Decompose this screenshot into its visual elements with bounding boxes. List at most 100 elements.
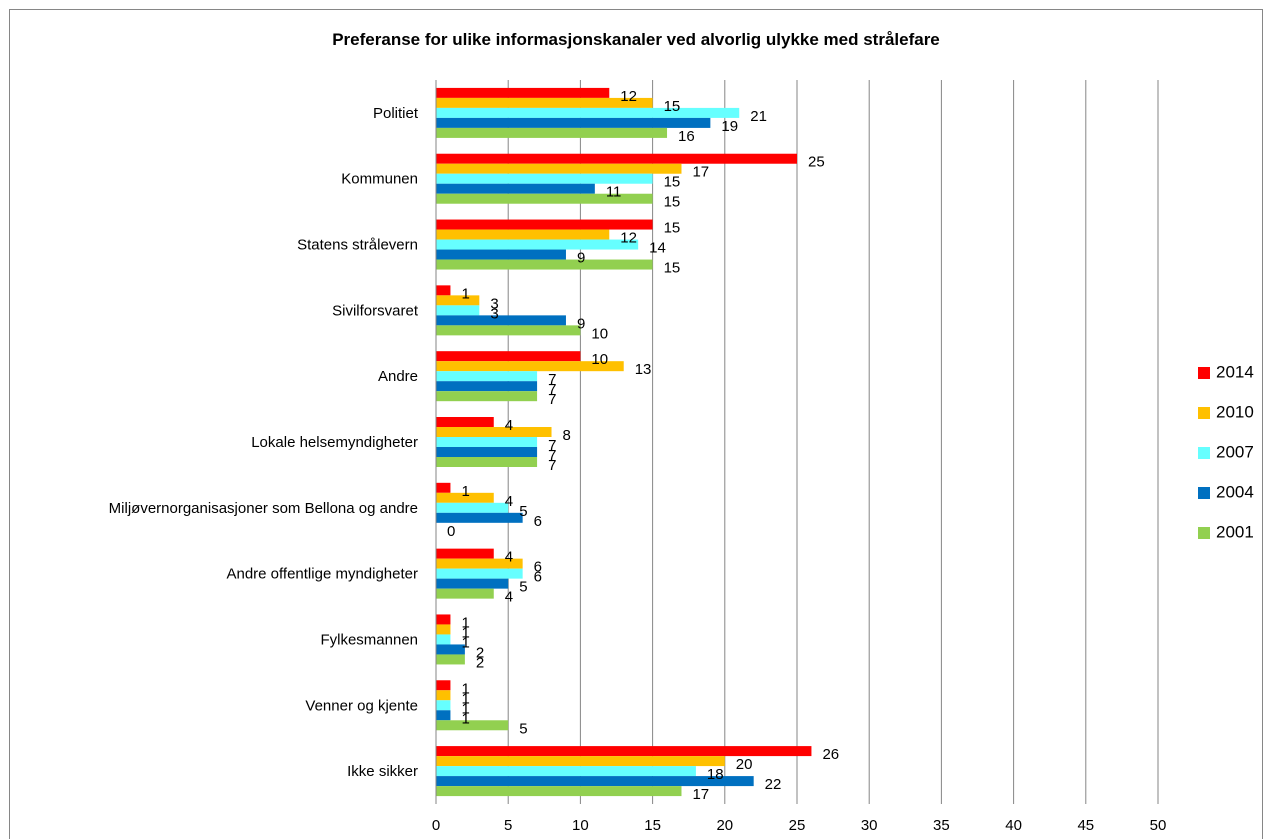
data-label: 1 [461,285,469,302]
x-tick-label: 20 [716,817,733,834]
bar-2001 [436,391,538,402]
data-label: 10 [591,325,608,342]
legend-label: 2014 [1216,362,1254,382]
legend-item-2001: 2001 [1198,522,1254,542]
legend-swatch [1198,526,1210,539]
legend-item-2014: 2014 [1198,362,1254,382]
data-label: 2 [476,644,484,661]
bar-2014 [436,746,812,757]
data-label: 1 [461,634,469,651]
data-label: 18 [707,766,724,783]
data-label: 15 [664,98,681,115]
bar-2004 [436,249,566,260]
data-label: 3 [490,305,498,322]
bar-2010 [436,361,624,372]
legend-label: 2010 [1216,402,1254,422]
gridlines [507,80,1159,804]
bar-2004 [436,710,451,721]
x-tick-label: 50 [1150,817,1167,834]
bar-2014 [436,351,581,362]
data-label: 15 [664,194,681,211]
category-label: Miljøvernorganisasjoner som Bellona og a… [109,500,418,517]
category-label: Andre [378,368,418,385]
category-label: Statens strålevern [297,237,418,254]
legend-swatch [1198,486,1210,499]
data-label: 1 [461,710,469,727]
bar-2001 [436,193,653,204]
x-tick-label: 10 [572,817,589,834]
legend-label: 2007 [1216,442,1254,462]
bar-2007 [436,766,696,777]
bar-2010 [436,163,682,174]
bar-2010 [436,427,552,437]
bar-2014 [436,153,797,164]
category-label: Ikke sikker [347,763,418,780]
data-label: 4 [505,589,513,606]
data-label: 1 [461,614,469,631]
x-tick-label: 25 [789,817,806,834]
data-label: 1 [461,680,469,697]
bar-2007 [436,634,451,645]
data-label: 16 [678,128,695,145]
bar-2007 [436,239,639,250]
category-label: Kommunen [341,171,418,188]
bar-2010 [436,624,451,635]
data-label: 17 [692,164,709,181]
data-label: 22 [765,776,782,793]
bar-2014 [436,87,610,98]
data-label: 15 [664,260,681,277]
bar-2001 [436,786,682,797]
legend-label: 2004 [1216,482,1254,502]
data-label: 20 [736,756,753,773]
x-tick-label: 15 [644,817,661,834]
data-label: 1 [461,483,469,500]
bar-2004 [436,512,523,523]
chart-title: Preferanse for ulike informasjonskanaler… [332,30,940,49]
bar-2004 [436,381,538,392]
category-label: Fylkesmannen [320,631,418,648]
bar-2001 [436,259,653,270]
chart-area [9,9,1263,839]
x-tick-label: 0 [432,817,440,834]
bar-2014 [436,680,451,691]
data-label: 1 [461,690,469,707]
bar-2007 [436,107,740,118]
data-label: 6 [534,513,542,530]
data-label: 13 [635,361,652,378]
x-tick-labels: 0 5 10 15 20 25 30 35 40 45 50 [432,817,1167,834]
bar-2010 [436,295,480,306]
legend-swatch [1198,446,1210,459]
bar-2010 [436,97,653,108]
bar-2007 [436,371,538,382]
bars [436,87,812,797]
bar-2004 [436,644,465,655]
bar-2001 [436,588,494,599]
data-label: 8 [563,427,571,444]
data-label: 6 [534,569,542,586]
data-label: 26 [822,746,839,763]
bar-2010 [436,558,523,569]
bar-2010 [436,229,610,240]
data-labels: 1215211916251715111515121491513391010137… [447,88,839,803]
bar-2004 [436,315,566,326]
data-label: 21 [750,108,767,125]
data-label: 9 [577,250,585,267]
data-label: 5 [519,579,527,596]
bar-2004 [436,117,711,128]
data-label: 5 [519,720,527,737]
bar-2004 [436,776,754,787]
legend-item-2010: 2010 [1198,402,1254,422]
bar-2014 [436,548,494,559]
category-label: Sivilforsvaret [332,302,419,319]
bar-2014 [436,285,451,296]
data-label: 4 [505,493,513,510]
x-tick-label: 40 [1005,817,1022,834]
data-label: 15 [664,174,681,191]
data-label: 2 [476,654,484,671]
data-label: 11 [606,184,622,201]
bar-2004 [436,447,538,457]
data-label: 12 [620,230,637,247]
bar-2007 [436,437,538,447]
data-label: 7 [548,437,556,454]
